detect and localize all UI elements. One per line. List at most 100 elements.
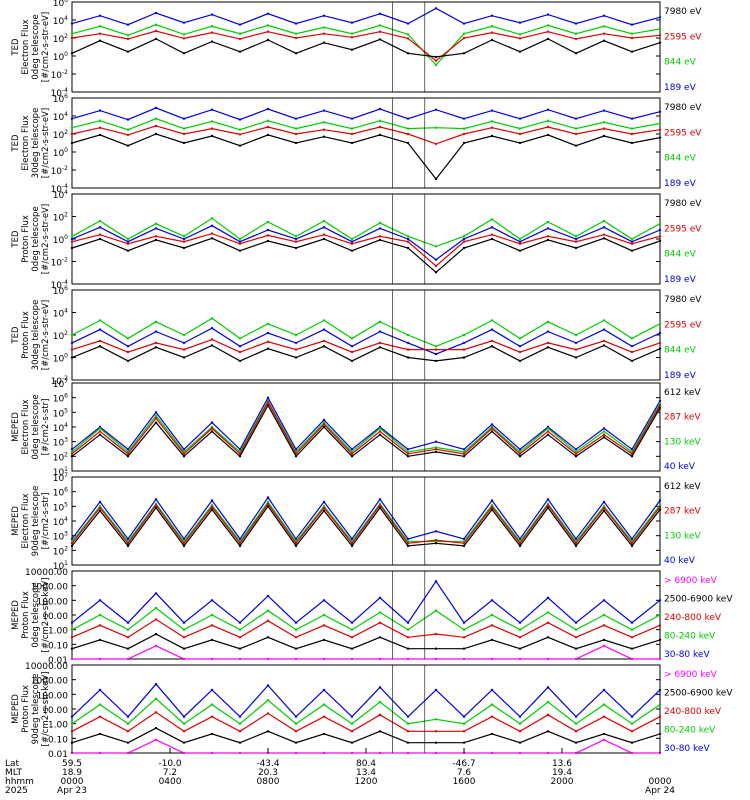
data-point — [406, 246, 410, 250]
data-point — [378, 504, 382, 507]
data-point — [154, 498, 158, 501]
data-point — [126, 128, 130, 131]
x-tick-lat: 80.4 — [356, 759, 376, 769]
data-point — [126, 636, 130, 639]
data-point — [462, 730, 466, 733]
legend-entry: 287 keV — [664, 507, 701, 517]
y-axis-label-line: TED — [11, 230, 21, 249]
x-tick-mlt: 19.4 — [552, 768, 572, 778]
data-point — [658, 402, 662, 405]
data-point — [126, 455, 130, 458]
data-point — [518, 455, 522, 458]
data-point — [210, 317, 214, 320]
data-point — [154, 330, 158, 333]
data-point — [350, 350, 354, 354]
data-point — [602, 703, 606, 706]
data-point — [490, 715, 494, 718]
data-point — [658, 331, 662, 335]
data-point — [406, 240, 410, 243]
data-point — [574, 450, 578, 454]
data-point — [546, 133, 550, 137]
series-line — [71, 697, 661, 725]
data-point — [574, 237, 578, 241]
data-point — [182, 730, 186, 733]
series-line — [71, 505, 661, 547]
data-point — [70, 235, 74, 238]
data-point — [294, 246, 298, 250]
y-axis-label: TED Proton Flux 0deg telescope [#/cm2-s-str… — [11, 204, 51, 274]
series-line — [72, 645, 660, 660]
data-point — [322, 339, 326, 343]
y-tick-label: 1000.00 — [31, 677, 68, 687]
data-point — [322, 624, 326, 627]
data-point — [378, 133, 382, 137]
data-point — [154, 235, 158, 238]
data-point — [98, 237, 102, 241]
data-point — [630, 715, 634, 718]
data-point — [462, 715, 466, 718]
data-point — [350, 715, 354, 718]
data-point — [210, 25, 214, 28]
data-point — [350, 741, 354, 744]
data-point — [462, 647, 466, 650]
data-point — [602, 226, 606, 229]
data-point — [322, 599, 326, 602]
data-point — [434, 730, 438, 733]
data-point — [434, 448, 438, 451]
data-point — [490, 430, 494, 433]
data-point — [546, 13, 550, 16]
data-point — [322, 715, 326, 718]
data-point — [182, 715, 186, 718]
data-point — [630, 741, 634, 744]
data-point — [406, 741, 410, 744]
data-point — [98, 109, 102, 112]
data-point — [518, 117, 522, 120]
x-tick-lat: -46.7 — [452, 759, 475, 769]
data-point — [490, 657, 494, 661]
y-tick-label: 10-4 — [51, 87, 69, 99]
data-point — [574, 132, 578, 136]
data-point — [434, 530, 438, 533]
data-point — [602, 109, 606, 112]
data-point — [630, 359, 634, 363]
data-point — [210, 421, 214, 424]
data-point — [574, 144, 578, 147]
data-point — [406, 127, 410, 130]
y-axis-label-line: 90deg telescope — [31, 486, 41, 557]
data-point — [574, 741, 578, 744]
data-point — [490, 688, 494, 692]
data-point — [98, 430, 102, 433]
data-point — [658, 505, 662, 509]
data-point — [322, 14, 326, 17]
data-point — [546, 596, 550, 599]
data-point — [210, 657, 214, 661]
data-point — [322, 421, 326, 424]
series-line — [71, 607, 661, 631]
y-tick-label: 106 — [53, 93, 68, 105]
data-point — [574, 356, 578, 359]
data-point — [126, 240, 130, 243]
data-point — [434, 741, 438, 744]
legend-entry: 189 eV — [664, 371, 697, 381]
data-point — [630, 730, 634, 733]
data-point — [434, 345, 438, 348]
data-point — [98, 119, 102, 122]
data-point — [658, 228, 662, 232]
plot-frame — [71, 193, 661, 285]
x-tick-hhmm: 1600 — [453, 777, 476, 787]
data-point — [98, 624, 102, 627]
data-point — [322, 657, 326, 661]
data-point — [518, 141, 522, 145]
data-point — [518, 448, 522, 451]
data-point — [630, 345, 634, 348]
data-point — [266, 404, 270, 407]
data-point — [238, 50, 242, 53]
series-line — [71, 618, 661, 638]
legend-entry: 2595 eV — [664, 32, 702, 42]
y-tick-label: 10-2 — [51, 257, 69, 269]
data-point — [490, 427, 494, 430]
data-point — [126, 751, 130, 755]
data-point — [98, 509, 102, 512]
